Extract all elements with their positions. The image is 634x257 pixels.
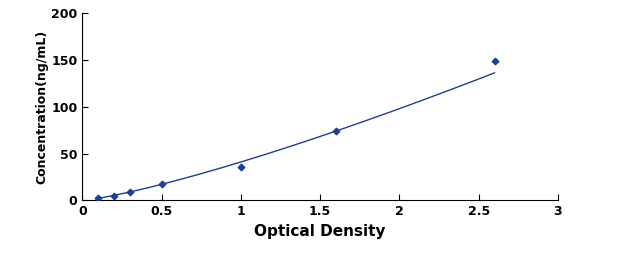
Y-axis label: Concentration(ng/mL): Concentration(ng/mL) bbox=[36, 30, 49, 184]
X-axis label: Optical Density: Optical Density bbox=[254, 224, 386, 239]
